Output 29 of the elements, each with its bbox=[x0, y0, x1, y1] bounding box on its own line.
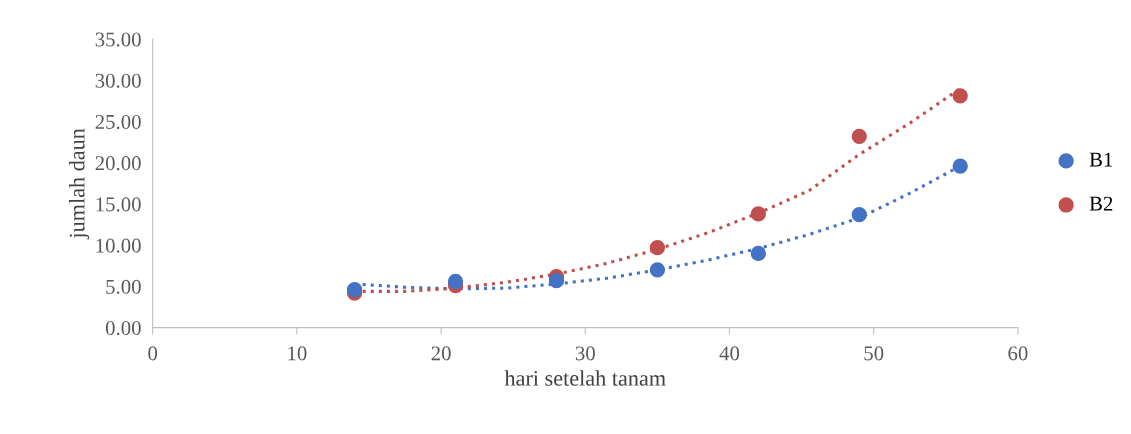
point bbox=[649, 262, 666, 278]
y-tick-label: 0.00 bbox=[105, 321, 141, 336]
point bbox=[952, 88, 968, 104]
x-tick-label: 30 bbox=[575, 346, 595, 361]
x-tick-label: 60 bbox=[1008, 346, 1028, 361]
legend-label: B2 bbox=[1089, 196, 1113, 211]
point bbox=[750, 206, 766, 222]
y-tick-label: 25.00 bbox=[95, 114, 141, 130]
y-tick-label: 10.00 bbox=[96, 238, 141, 253]
y-tick-label: 15.00 bbox=[96, 197, 141, 212]
y-tick-label: 35.00 bbox=[95, 32, 141, 47]
x-tick-label: 50 bbox=[864, 346, 884, 361]
point bbox=[851, 128, 867, 145]
point bbox=[447, 273, 464, 290]
point bbox=[851, 207, 867, 223]
x-tick-label: 20 bbox=[431, 346, 451, 361]
y-axis-title: jumlah daun bbox=[68, 128, 90, 240]
y-tick-label: 5.00 bbox=[106, 279, 141, 294]
point bbox=[952, 158, 968, 174]
y-tick-label: 20.00 bbox=[95, 156, 141, 171]
x-tick-label: 0 bbox=[148, 346, 158, 361]
y-tick-label: 30.00 bbox=[95, 73, 141, 88]
point bbox=[750, 245, 766, 262]
x-tick-label: 40 bbox=[719, 346, 740, 361]
point bbox=[548, 273, 565, 289]
legend-label: B1 bbox=[1089, 152, 1113, 167]
point bbox=[649, 240, 666, 256]
x-axis-title: hari setelah tanam bbox=[504, 370, 666, 386]
x-tick-label: 10 bbox=[288, 346, 307, 361]
